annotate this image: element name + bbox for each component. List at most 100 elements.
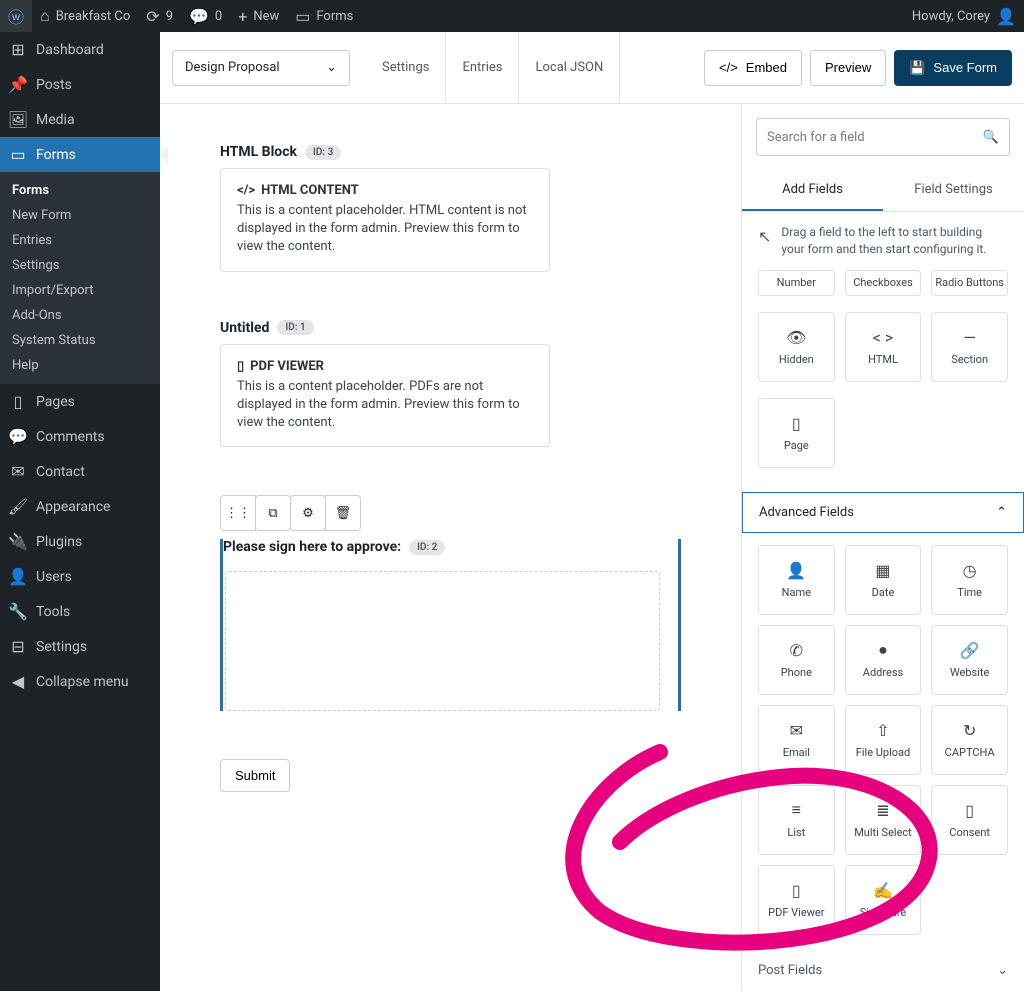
sidebar-item-users[interactable]: 👤Users bbox=[0, 559, 160, 594]
placeholder-text: This is a content placeholder. PDFs are … bbox=[237, 378, 533, 433]
menu-icon: ✉ bbox=[8, 462, 28, 481]
field-card-file-upload[interactable]: ⇧File Upload bbox=[845, 705, 922, 775]
field-card-section[interactable]: —Section bbox=[931, 312, 1008, 382]
menu-icon: ▯ bbox=[8, 392, 28, 411]
updates-count: 9 bbox=[166, 9, 173, 24]
greeting: Howdy, Corey bbox=[912, 9, 990, 24]
sidebar-item-tools[interactable]: 🔧Tools bbox=[0, 594, 160, 629]
field-icon: ▯ bbox=[792, 414, 801, 433]
forms-link[interactable]: ▭Forms bbox=[287, 0, 361, 32]
submit-button[interactable]: Submit bbox=[220, 759, 290, 792]
field-icon: ▯ bbox=[792, 881, 801, 900]
field-card-email[interactable]: ✉Email bbox=[758, 705, 835, 775]
chevron-down-icon: ⌄ bbox=[326, 60, 337, 75]
sidebar-item-comments[interactable]: 💬Comments bbox=[0, 419, 160, 454]
code-icon: </> bbox=[237, 183, 255, 198]
field-card-number[interactable]: Number bbox=[758, 270, 835, 296]
menu-icon: 💬 bbox=[8, 427, 28, 446]
new-label: New bbox=[253, 9, 279, 24]
field-icon: ⇧ bbox=[876, 721, 889, 740]
submenu-item-system-status[interactable]: System Status bbox=[0, 328, 160, 353]
sidebar-item-appearance[interactable]: 🖌Appearance bbox=[0, 489, 160, 524]
field-icon: < > bbox=[873, 328, 893, 347]
field-card-name[interactable]: 👤Name bbox=[758, 545, 835, 615]
delete-button[interactable]: 🗑 bbox=[325, 495, 361, 531]
field-card-radio-buttons[interactable]: Radio Buttons bbox=[931, 270, 1008, 296]
menu-icon: ◀ bbox=[8, 672, 28, 691]
field-title: HTML Block bbox=[220, 144, 297, 160]
tab-add-fields[interactable]: Add Fields bbox=[742, 170, 883, 211]
field-icon: — bbox=[963, 328, 976, 347]
submenu-item-add-ons[interactable]: Add-Ons bbox=[0, 303, 160, 328]
field-card-hidden[interactable]: 👁Hidden bbox=[758, 312, 835, 382]
field-card-checkboxes[interactable]: Checkboxes bbox=[845, 270, 922, 296]
hint-text: Drag a field to the left to start buildi… bbox=[781, 224, 1008, 258]
form-selector[interactable]: Design Proposal ⌄ bbox=[172, 50, 350, 86]
accordion-post-fields[interactable]: Post Fields ⌄ bbox=[742, 951, 1024, 990]
sidebar-item-contact[interactable]: ✉Contact bbox=[0, 454, 160, 489]
field-card-multi-select[interactable]: ≣Multi Select bbox=[845, 785, 922, 855]
menu-icon: ⊟ bbox=[8, 637, 28, 656]
form-canvas: HTML Block ID: 3 </>HTML CONTENT This is… bbox=[160, 104, 741, 991]
sidebar-item-posts[interactable]: 📌Posts bbox=[0, 67, 160, 102]
sidebar-item-plugins[interactable]: 🔌Plugins bbox=[0, 524, 160, 559]
field-card-date[interactable]: ▦Date bbox=[845, 545, 922, 615]
tab-field-settings[interactable]: Field Settings bbox=[883, 170, 1024, 211]
field-card-website[interactable]: 🔗Website bbox=[931, 625, 1008, 695]
embed-button[interactable]: </>Embed bbox=[704, 50, 802, 86]
field-card-address[interactable]: ●Address bbox=[845, 625, 922, 695]
sidebar-item-forms[interactable]: ▭Forms bbox=[0, 137, 160, 172]
submenu-item-help[interactable]: Help bbox=[0, 353, 160, 378]
wp-logo[interactable]: ⓦ bbox=[0, 0, 32, 32]
field-card-consent[interactable]: ▯Consent bbox=[931, 785, 1008, 855]
menu-icon: 📌 bbox=[8, 75, 28, 94]
menu-icon: 🖌 bbox=[8, 497, 28, 516]
cursor-icon: ↖ bbox=[758, 226, 771, 258]
updates-link[interactable]: ⟳9 bbox=[138, 0, 181, 32]
field-card-html[interactable]: < >HTML bbox=[845, 312, 922, 382]
signature-area[interactable] bbox=[225, 571, 660, 711]
tab-settings[interactable]: Settings bbox=[366, 32, 446, 104]
field-card-pdf-viewer[interactable]: ▯PDF Viewer bbox=[758, 865, 835, 935]
submenu-item-settings[interactable]: Settings bbox=[0, 253, 160, 278]
field-card-page[interactable]: ▯Page bbox=[758, 398, 835, 468]
field-card-captcha[interactable]: ↻CAPTCHA bbox=[931, 705, 1008, 775]
site-link[interactable]: ⌂Breakfast Co bbox=[32, 0, 138, 32]
field-card-phone[interactable]: ✆Phone bbox=[758, 625, 835, 695]
comments-link[interactable]: 💬0 bbox=[181, 0, 230, 32]
tab-entries[interactable]: Entries bbox=[446, 32, 519, 104]
field-card-signature[interactable]: ✍Signature bbox=[845, 865, 922, 935]
field-title: Untitled bbox=[220, 320, 269, 336]
field-html-block[interactable]: HTML Block ID: 3 </>HTML CONTENT This is… bbox=[220, 144, 681, 272]
submenu-item-import-export[interactable]: Import/Export bbox=[0, 278, 160, 303]
sidebar-item-media[interactable]: 🖼Media bbox=[0, 102, 160, 137]
chevron-up-icon: ⌃ bbox=[996, 505, 1007, 520]
preview-button[interactable]: Preview bbox=[810, 50, 886, 86]
sidebar-item-pages[interactable]: ▯Pages bbox=[0, 384, 160, 419]
admin-sidebar: ⊞Dashboard📌Posts🖼Media▭Forms FormsNew For… bbox=[0, 32, 160, 991]
submenu-item-entries[interactable]: Entries bbox=[0, 228, 160, 253]
field-card-time[interactable]: ◷Time bbox=[931, 545, 1008, 615]
submenu-item-new-form[interactable]: New Form bbox=[0, 203, 160, 228]
submenu-item-forms[interactable]: Forms bbox=[0, 178, 160, 203]
drag-handle[interactable]: ⋮⋮ bbox=[220, 495, 256, 531]
menu-icon: ▭ bbox=[8, 145, 28, 164]
new-link[interactable]: +New bbox=[230, 0, 287, 32]
sidebar-item-collapse-menu[interactable]: ◀Collapse menu bbox=[0, 664, 160, 699]
search-icon: 🔍 bbox=[983, 130, 999, 145]
tab-local-json[interactable]: Local JSON bbox=[519, 32, 620, 104]
sidebar-item-dashboard[interactable]: ⊞Dashboard bbox=[0, 32, 160, 67]
field-icon: 🔗 bbox=[960, 641, 980, 660]
save-button[interactable]: 💾Save Form bbox=[894, 50, 1012, 86]
menu-icon: 🔧 bbox=[8, 602, 28, 621]
save-icon: 💾 bbox=[909, 60, 925, 76]
accordion-advanced-fields[interactable]: Advanced Fields ⌃ bbox=[742, 492, 1024, 533]
edit-button[interactable]: ⚙ bbox=[290, 495, 326, 531]
field-pdf-block[interactable]: Untitled ID: 1 ▯PDF VIEWER This is a con… bbox=[220, 320, 681, 448]
duplicate-button[interactable]: ⧉ bbox=[255, 495, 291, 531]
field-search[interactable]: Search for a field 🔍 bbox=[756, 118, 1010, 156]
field-card-list[interactable]: ≡List bbox=[758, 785, 835, 855]
sidebar-item-settings[interactable]: ⊟Settings bbox=[0, 629, 160, 664]
profile-link[interactable]: Howdy, Corey👤 bbox=[904, 0, 1024, 32]
field-signature-block[interactable]: ⋮⋮ ⧉ ⚙ 🗑 Please sign here to approve: ID… bbox=[220, 495, 681, 711]
